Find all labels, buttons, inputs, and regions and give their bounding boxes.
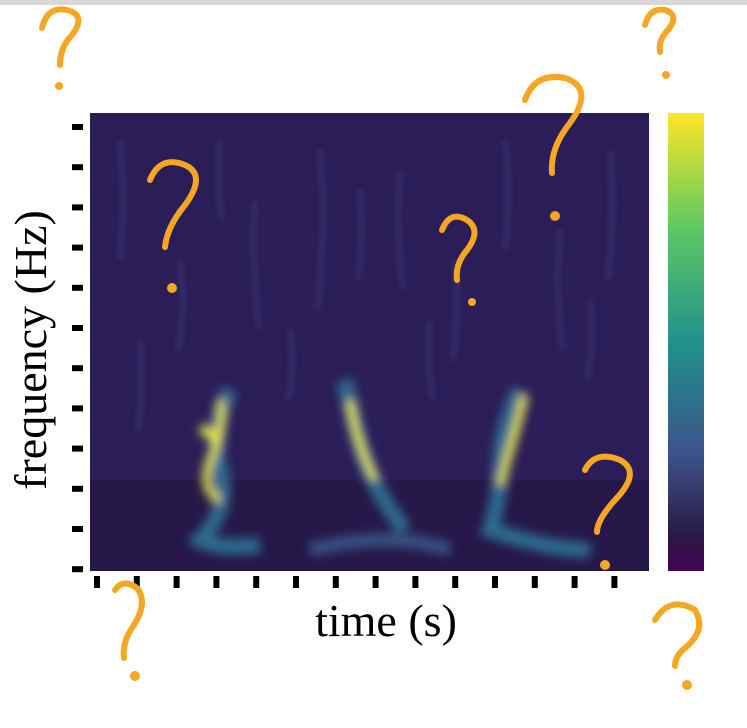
tick-mark bbox=[452, 576, 459, 588]
tick-mark bbox=[72, 124, 83, 130]
tick-mark bbox=[72, 244, 83, 251]
tick-mark bbox=[72, 566, 83, 573]
tick-mark bbox=[412, 576, 419, 588]
question-marks bbox=[39, 6, 703, 690]
spectrogram bbox=[90, 113, 649, 571]
y-ticks bbox=[72, 124, 83, 573]
tick-mark bbox=[72, 325, 83, 331]
top-strip bbox=[0, 0, 747, 5]
colorbar bbox=[668, 113, 704, 571]
x-ticks bbox=[94, 576, 618, 588]
tick-mark bbox=[72, 365, 83, 372]
tick-mark bbox=[72, 164, 83, 171]
tick-mark bbox=[72, 526, 83, 532]
tick-mark bbox=[571, 576, 578, 588]
tick-mark bbox=[531, 576, 538, 588]
tick-mark bbox=[253, 576, 260, 588]
tick-mark bbox=[72, 485, 83, 492]
tick-mark bbox=[492, 576, 498, 588]
tick-mark bbox=[173, 576, 180, 588]
tick-mark bbox=[94, 576, 100, 588]
tick-mark bbox=[332, 576, 339, 588]
tick-mark bbox=[72, 405, 83, 412]
x-axis-label: time (s) bbox=[315, 595, 457, 646]
tick-mark bbox=[293, 576, 299, 588]
tick-mark bbox=[72, 445, 83, 452]
tick-mark bbox=[72, 204, 83, 211]
tick-mark bbox=[611, 576, 618, 588]
burst bbox=[186, 378, 591, 558]
tick-mark bbox=[72, 284, 83, 291]
tick-mark bbox=[133, 576, 140, 588]
tick-mark bbox=[213, 576, 220, 588]
y-axis-label: frequency (Hz) bbox=[5, 210, 56, 490]
tick-mark bbox=[372, 576, 379, 588]
